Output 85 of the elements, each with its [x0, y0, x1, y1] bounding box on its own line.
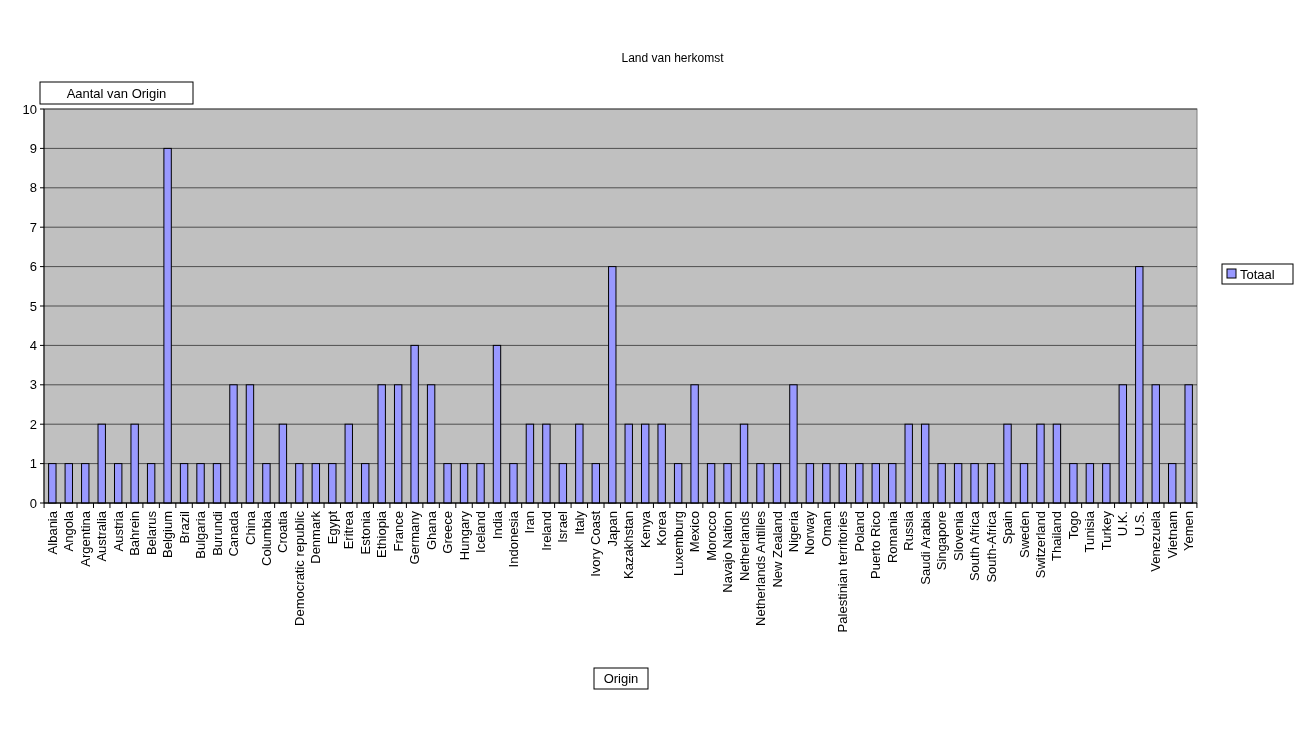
- x-tick-label: Turkey: [1098, 510, 1114, 551]
- x-tick-label: France: [390, 511, 406, 552]
- x-tick-label: Switzerland: [1033, 511, 1049, 579]
- x-tick-label: Democratic republic: [291, 510, 307, 626]
- x-tick-label: Albania: [44, 510, 60, 555]
- x-tick-label: Palestinian territories: [835, 510, 851, 633]
- x-tick-label: Netherlands Antilles: [753, 510, 769, 626]
- x-tick-label: Egypt: [324, 510, 340, 545]
- y-tick-label: 4: [29, 337, 37, 353]
- x-tick-label: Austria: [110, 510, 126, 552]
- x-tick-label: Thailand: [1049, 511, 1065, 561]
- y-tick-label: 1: [29, 456, 37, 472]
- x-tick-label: Columbia: [258, 510, 274, 566]
- x-tick-label: Puerto Rico: [868, 511, 884, 579]
- x-tick-label: Poland: [851, 511, 867, 552]
- x-tick-label: India: [489, 510, 505, 540]
- x-tick-label: Kazakhstan: [621, 511, 637, 579]
- x-tick-label: Morocco: [703, 511, 719, 561]
- x-tick-label: Sweden: [1016, 511, 1032, 558]
- x-tick-label: Spain: [1000, 511, 1016, 545]
- x-tick-label: Ireland: [538, 511, 554, 551]
- x-tick-label: China: [242, 510, 258, 545]
- x-tick-label: Canada: [226, 510, 242, 557]
- x-tick-label: Iran: [522, 511, 538, 534]
- x-tick-label: Yemen: [1181, 511, 1197, 551]
- x-tick-label: Romania: [884, 510, 900, 564]
- x-tick-label: Brazil: [176, 510, 192, 544]
- x-tick-label: Australia: [94, 510, 110, 562]
- x-tick-label: Estonia: [357, 510, 373, 555]
- x-tick-label: Burundi: [209, 510, 225, 556]
- x-tick-label: Korea: [654, 510, 670, 546]
- x-tick-label: Norway: [802, 510, 818, 556]
- x-tick-label: U.K.: [1115, 511, 1131, 537]
- y-tick-label: 9: [29, 140, 37, 156]
- x-tick-label: Oman: [818, 511, 834, 547]
- x-tick-label: Slovenia: [950, 510, 966, 561]
- x-tick-label: Saudi Arabia: [917, 510, 933, 585]
- x-tick-label: Kenya: [637, 510, 653, 548]
- x-tick-label: U.S.: [1131, 511, 1147, 537]
- y-tick-label: 3: [29, 377, 37, 393]
- x-tick-label: Venezuela: [1148, 510, 1164, 572]
- x-tick-label: Israel: [555, 510, 571, 543]
- x-tick-label: Belarus: [143, 510, 159, 556]
- x-axis-title: Origin: [603, 671, 639, 687]
- x-tick-label: Singapore: [934, 511, 950, 571]
- x-tick-label: Germany: [407, 510, 423, 565]
- x-tick-label: South Africa: [967, 510, 983, 582]
- chart-title: Land van herkomst: [621, 51, 725, 65]
- y-tick-label: 6: [29, 259, 37, 275]
- x-tick-label: Nigeria: [785, 510, 801, 553]
- x-tick-label: Mexico: [687, 511, 703, 553]
- y-tick-label: 10: [22, 101, 37, 117]
- x-tick-label: Hungary: [456, 510, 472, 561]
- x-tick-label: Japan: [604, 511, 620, 547]
- x-tick-label: Croatia: [275, 510, 291, 553]
- x-tick-label: Denmark: [308, 510, 324, 564]
- y-tick-label: 2: [29, 416, 37, 432]
- y-tick-label: 8: [29, 180, 37, 196]
- x-tick-label: Ivory Coast: [588, 510, 604, 577]
- x-tick-label: New Zealand: [769, 511, 785, 588]
- x-tick-label: Ghana: [423, 510, 439, 551]
- x-tick-label: Vietnam: [1164, 511, 1180, 559]
- x-tick-label: Eritrea: [341, 510, 357, 550]
- x-tick-label: South-Africa: [983, 510, 999, 583]
- x-tick-label: Ethiopia: [374, 510, 390, 558]
- x-tick-label: Bulgaria: [193, 510, 209, 559]
- x-tick-label: Tunisia: [1082, 510, 1098, 553]
- y-axis-title: Aantal van Origin: [66, 85, 167, 101]
- x-tick-label: Togo: [1065, 511, 1081, 540]
- y-tick-label: 0: [29, 495, 37, 511]
- x-tick-label: Argentina: [77, 510, 93, 567]
- x-tick-label: Navajo Nation: [720, 511, 736, 593]
- y-tick-label: 5: [29, 298, 37, 314]
- x-tick-label: Iceland: [473, 511, 489, 553]
- y-tick-label: 7: [29, 219, 37, 235]
- x-tick-label: Belgium: [160, 511, 176, 558]
- x-tick-label: Netherlands: [736, 510, 752, 582]
- x-tick-label: Luxemburg: [670, 511, 686, 577]
- legend-label: Totaal: [1240, 266, 1275, 282]
- x-tick-label: Russia: [901, 510, 917, 551]
- x-tick-label: Indonesia: [506, 510, 521, 568]
- x-tick-label: Italy: [571, 510, 587, 535]
- x-tick-label: Bahrein: [127, 511, 143, 556]
- x-tick-label: Greece: [440, 511, 456, 554]
- x-tick-label: Angola: [61, 510, 77, 552]
